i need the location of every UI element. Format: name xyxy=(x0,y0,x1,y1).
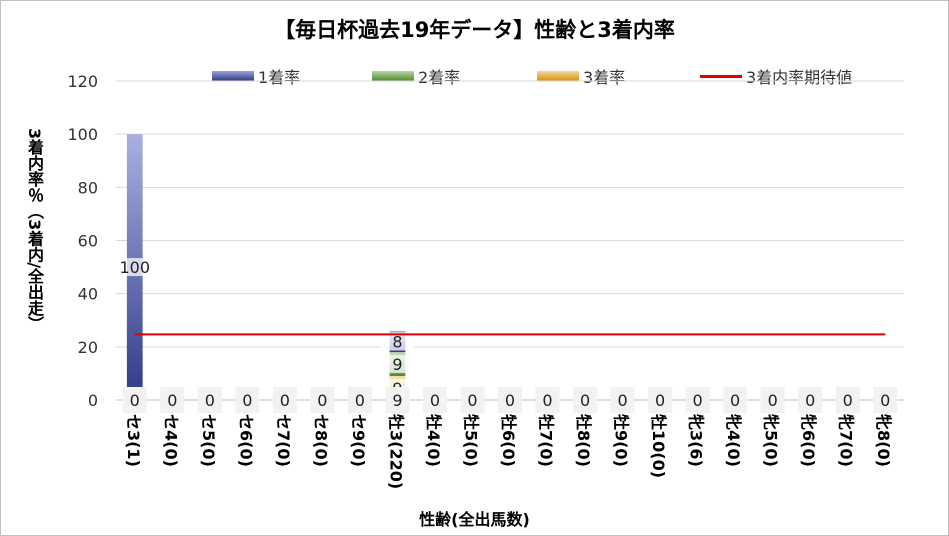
data-label-bg xyxy=(685,387,710,413)
data-label: 0 xyxy=(467,391,477,410)
data-label: 0 xyxy=(505,391,515,410)
x-tick-label: 牡10(0) xyxy=(649,414,668,478)
data-label-bg xyxy=(272,387,297,413)
data-label: 0 xyxy=(430,391,440,410)
y-axis-label: 3着内率％（3着内/全出走） xyxy=(25,128,44,333)
data-label: 0 xyxy=(205,391,215,410)
data-label: 0 xyxy=(130,391,140,410)
legend-item-3: 3着率 xyxy=(537,64,625,88)
x-tick-label: 牝8(0) xyxy=(874,414,893,467)
data-label: 0 xyxy=(880,391,890,410)
y-tick-label: 100 xyxy=(67,125,98,144)
x-axis-label: 性齢(全出馬数) xyxy=(419,510,530,529)
stack-label-bg xyxy=(380,332,415,351)
y-tick-label: 0 xyxy=(88,391,98,410)
data-label-bg xyxy=(347,387,372,413)
data-label-bg xyxy=(573,387,598,413)
legend-label-3: 3着率 xyxy=(583,68,626,87)
data-label: 0 xyxy=(317,391,327,410)
data-label: 0 xyxy=(580,391,590,410)
data-label: 0 xyxy=(805,391,815,410)
data-label: 0 xyxy=(843,391,853,410)
legend-swatch-2 xyxy=(372,71,414,81)
x-tick-label: 牡3(220) xyxy=(386,414,405,489)
data-label-bg xyxy=(160,387,185,413)
data-label: 0 xyxy=(542,391,552,410)
data-label-bg xyxy=(498,387,522,413)
data-label-bg xyxy=(873,387,898,413)
y-tick-label: 60 xyxy=(78,232,98,251)
data-label-bg xyxy=(760,387,785,413)
data-label: 0 xyxy=(242,391,252,410)
data-label: 0 xyxy=(730,391,740,410)
data-label: 0 xyxy=(655,391,665,410)
x-tick-label: 牝5(0) xyxy=(762,414,781,467)
x-tick-label: 牡9(0) xyxy=(612,414,631,467)
x-tick-label: セ6(0) xyxy=(236,414,255,467)
x-tick-label: 牝6(0) xyxy=(799,414,818,467)
chart-title: 【毎日杯過去19年データ】性齢と3着内率 xyxy=(274,18,675,42)
x-tick-label: 牡7(0) xyxy=(537,414,556,467)
y-tick-label: 80 xyxy=(78,178,98,197)
data-label-bg xyxy=(197,387,222,413)
data-label-bg xyxy=(385,387,410,413)
y-tick-label: 20 xyxy=(78,338,98,357)
stack-label: 9 xyxy=(392,355,402,374)
data-label-bg xyxy=(235,387,260,413)
data-label: 0 xyxy=(768,391,778,410)
stack-label: 8 xyxy=(392,333,402,352)
data-label: 9 xyxy=(392,391,402,410)
data-label-bg xyxy=(422,387,447,413)
legend-label-4: 3着内率期待値 xyxy=(746,68,853,87)
x-tick-label: 牝4(0) xyxy=(724,414,743,467)
x-tick-label: 牡6(0) xyxy=(499,414,518,467)
legend-label-1: 1着率 xyxy=(258,68,301,87)
data-label-bg xyxy=(122,387,147,413)
data-label-bg xyxy=(310,387,335,413)
x-tick-label: セ8(0) xyxy=(311,414,330,467)
legend-label-2: 2着率 xyxy=(418,68,461,87)
data-label: 0 xyxy=(167,391,177,410)
data-label-bg xyxy=(610,387,635,413)
x-tick-label: セ4(0) xyxy=(161,414,180,467)
data-label-bg xyxy=(835,387,860,413)
x-tick-label: 牡4(0) xyxy=(424,414,443,467)
data-label: 0 xyxy=(617,391,627,410)
legend: 1着率 2着率 3着率 3着内率期待値 xyxy=(0,64,949,88)
data-label-bg xyxy=(723,387,748,413)
data-label: 0 xyxy=(355,391,365,410)
x-tick-label: 牡8(0) xyxy=(574,414,593,467)
legend-item-2: 2着率 xyxy=(372,64,460,88)
data-label-bg xyxy=(535,387,560,413)
stack-label: 100 xyxy=(119,258,150,277)
data-label-bg xyxy=(648,387,673,413)
stack-label-bg xyxy=(117,258,152,277)
data-label: 0 xyxy=(693,391,703,410)
y-tick-label: 40 xyxy=(78,285,98,304)
legend-swatch-4 xyxy=(700,74,742,78)
legend-item-1: 1着率 xyxy=(212,64,300,88)
x-tick-label: セ9(0) xyxy=(349,414,368,467)
y-tick-label: 120 xyxy=(67,72,98,91)
x-tick-label: 牝3(6) xyxy=(687,414,706,467)
data-label: 0 xyxy=(280,391,290,410)
x-tick-label: セ7(0) xyxy=(274,414,293,467)
data-label-bg xyxy=(798,387,823,413)
x-tick-label: 牡5(0) xyxy=(461,414,480,467)
x-tick-label: セ5(0) xyxy=(199,414,218,467)
legend-item-4: 3着内率期待値 xyxy=(700,64,852,88)
legend-swatch-3 xyxy=(537,71,579,81)
stack-label-bg xyxy=(380,355,415,374)
legend-swatch-1 xyxy=(212,71,254,81)
x-tick-label: 牝7(0) xyxy=(837,414,856,467)
x-tick-label: セ3(1) xyxy=(124,414,143,467)
data-label-bg xyxy=(460,387,485,413)
